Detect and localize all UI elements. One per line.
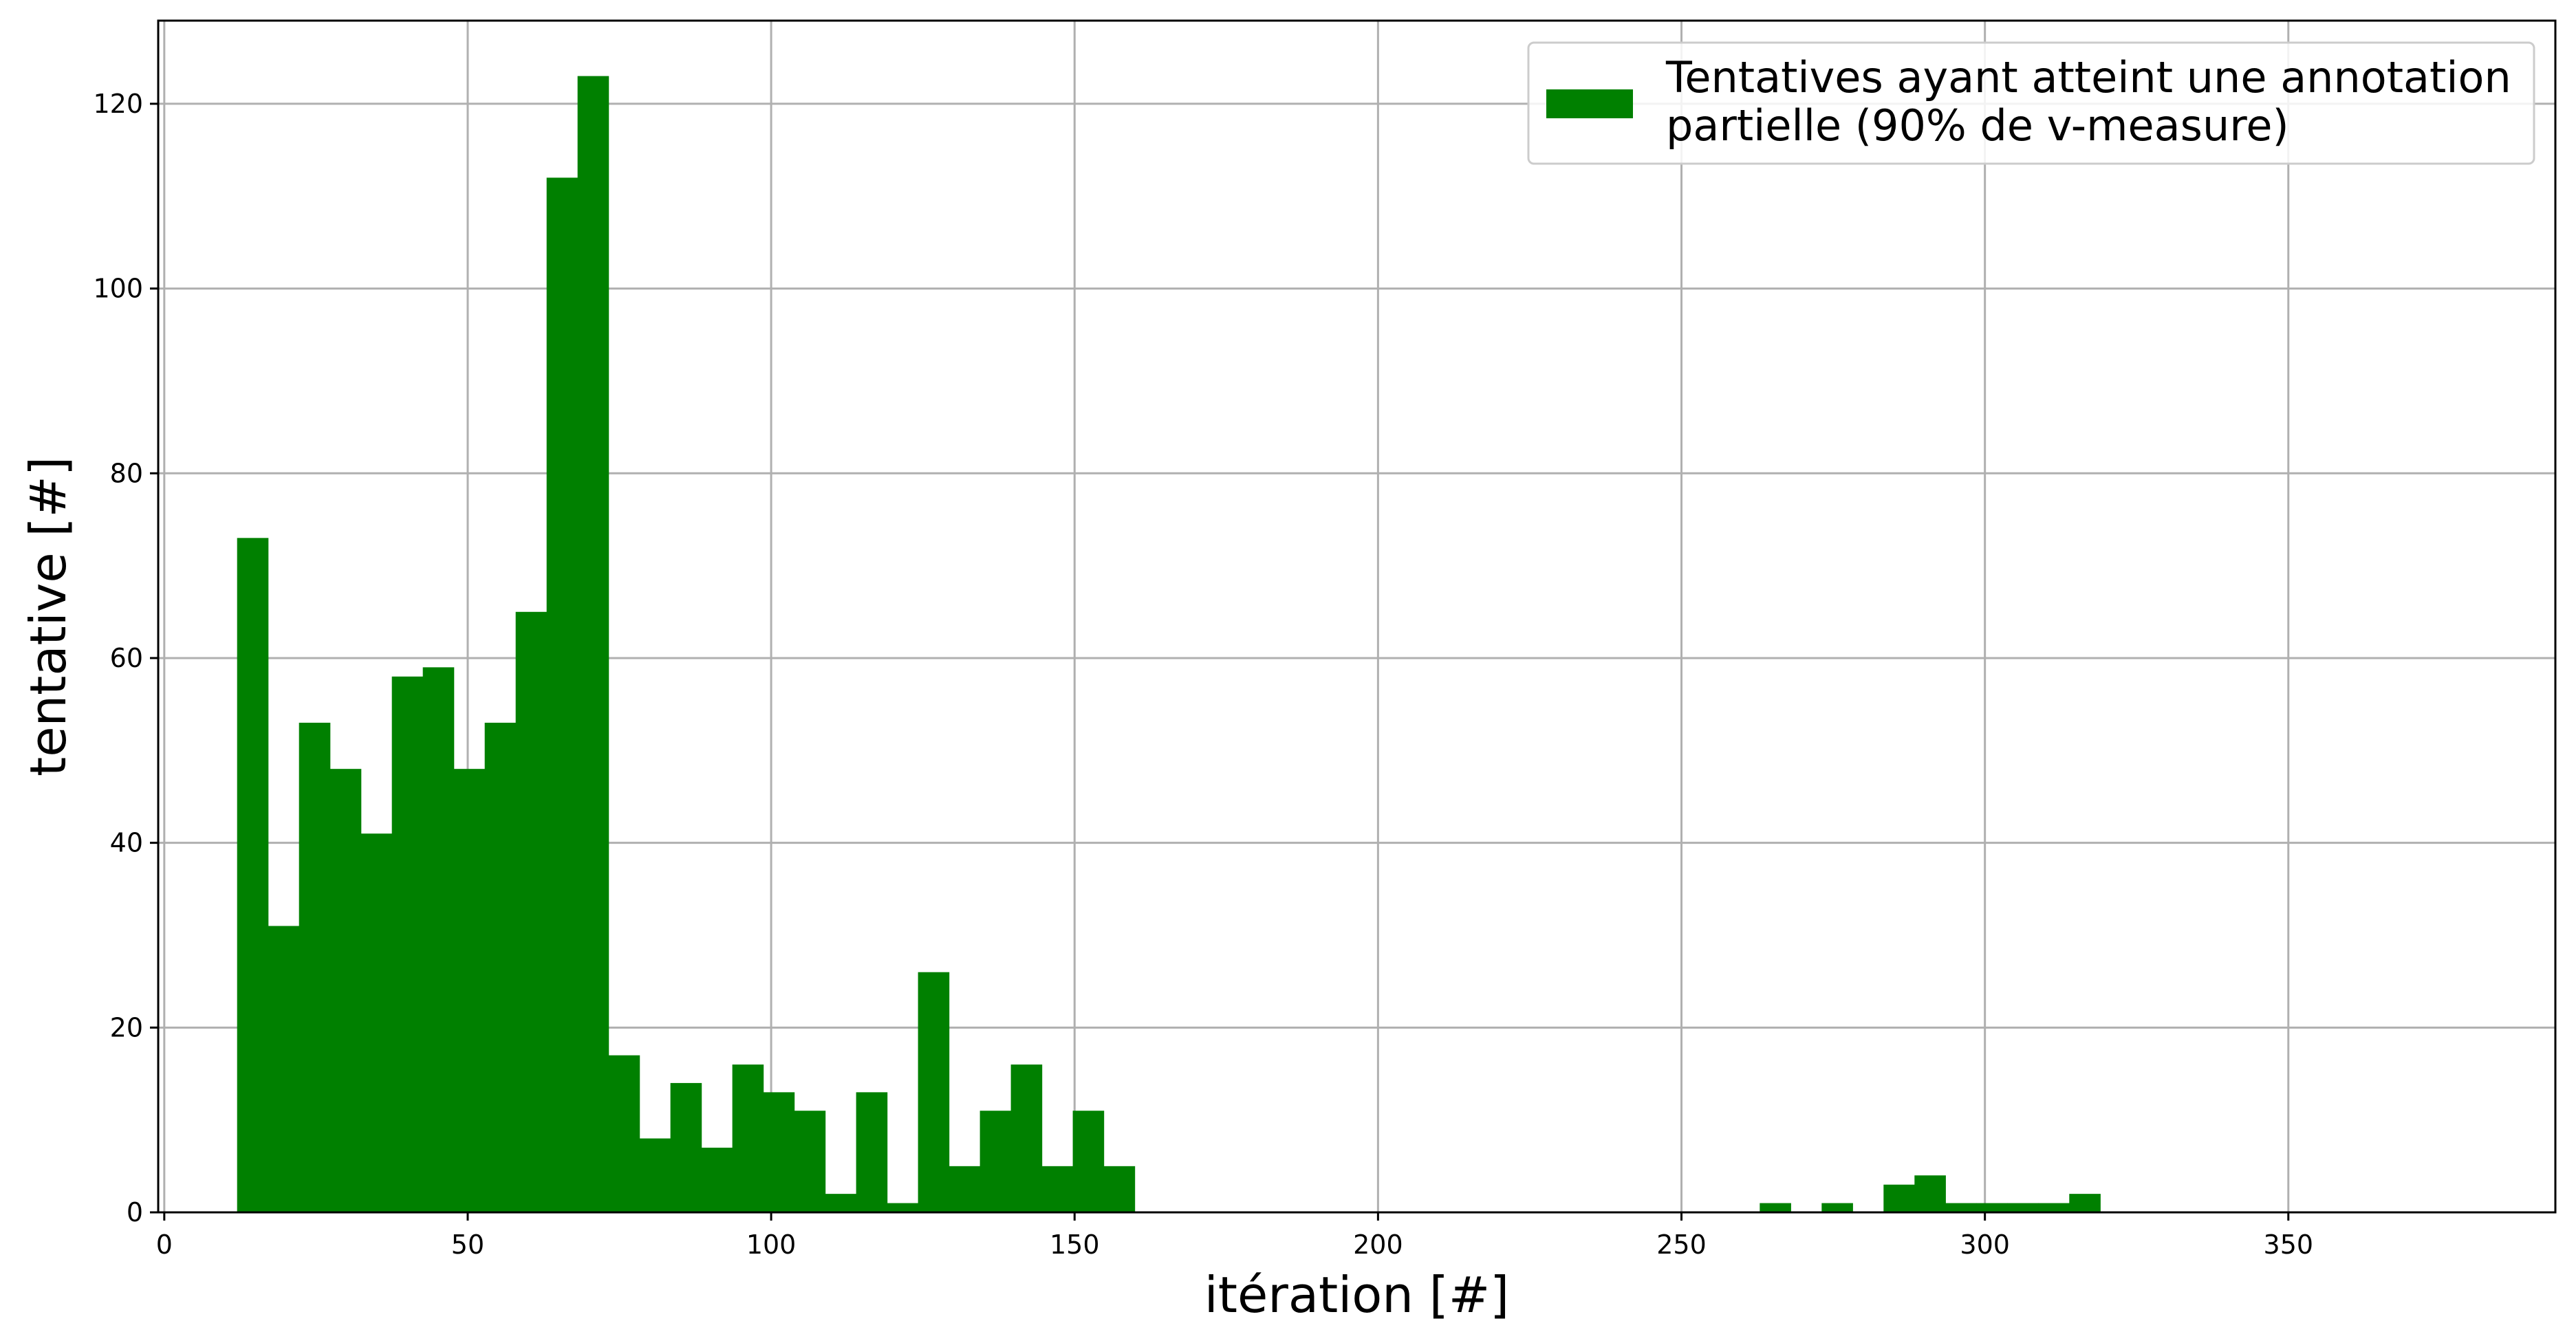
x-tick-label: 100: [746, 1230, 797, 1260]
histogram-bar: [1945, 1203, 1977, 1212]
histogram-bar: [1010, 1064, 1043, 1212]
histogram-bar: [1760, 1203, 1791, 1212]
histogram-bar: [825, 1194, 857, 1212]
x-tick-label: 300: [1960, 1230, 2010, 1260]
histogram-bar: [1041, 1166, 1074, 1212]
histogram-bar: [1883, 1184, 1915, 1212]
y-axis-title: tentative [#]: [19, 457, 77, 776]
histogram-bar: [732, 1064, 764, 1212]
histogram-bar: [329, 769, 362, 1212]
histogram-bar: [360, 833, 393, 1212]
x-axis-title: itération [#]: [1204, 1266, 1510, 1324]
y-tick-label: 100: [93, 274, 143, 304]
histogram-bar: [299, 722, 331, 1212]
histogram-bar: [237, 538, 269, 1212]
histogram-bar: [608, 1055, 640, 1212]
histogram-bar: [763, 1092, 795, 1212]
histogram-bar: [1103, 1166, 1136, 1212]
histogram-bars: [237, 76, 2101, 1213]
histogram-bar: [639, 1138, 671, 1212]
legend-label-line-1: Tentatives ayant atteint une annotation: [1665, 52, 2511, 102]
x-tick-label: 50: [451, 1230, 484, 1260]
y-tick-label: 0: [127, 1197, 143, 1227]
histogram-bar: [2069, 1194, 2101, 1212]
legend: Tentatives ayant atteint une annotation …: [1527, 41, 2535, 165]
legend-box: [1527, 41, 2535, 165]
histogram-bar: [515, 611, 548, 1212]
histogram-bar: [918, 972, 950, 1212]
histogram-bar: [453, 769, 486, 1212]
x-tick-label: 150: [1050, 1230, 1100, 1260]
y-tick-label: 80: [110, 458, 143, 488]
histogram-bar: [670, 1082, 702, 1212]
x-tick-label: 0: [156, 1230, 173, 1260]
y-tick-label: 120: [93, 89, 143, 119]
histogram-bar: [268, 926, 300, 1212]
histogram-bar: [887, 1203, 919, 1212]
histogram-bar: [577, 76, 609, 1213]
axes: 0 50 100 150 200 250 300 350 0 20 40 60 80 100 120: [93, 89, 2313, 1260]
histogram-bar: [1821, 1203, 1853, 1212]
legend-label-line-2: partielle (90% de v-measure): [1666, 100, 2289, 151]
histogram-bar: [1072, 1111, 1105, 1212]
x-tick-label: 200: [1353, 1230, 1403, 1260]
histogram-bar: [979, 1111, 1012, 1212]
histogram-bar: [701, 1147, 733, 1212]
histogram-bar: [1914, 1175, 1946, 1212]
histogram-bar: [2007, 1203, 2039, 1212]
legend-swatch: [1546, 89, 1633, 118]
y-tick-label: 40: [110, 828, 143, 858]
histogram-bar: [2038, 1203, 2070, 1212]
histogram-bar: [391, 676, 424, 1212]
x-tick-label: 250: [1656, 1230, 1707, 1260]
histogram-bar: [856, 1092, 888, 1212]
x-tick-label: 350: [2264, 1230, 2314, 1260]
histogram-bar: [794, 1111, 826, 1212]
y-tick-label: 60: [110, 643, 143, 673]
histogram-bar: [1976, 1203, 2008, 1212]
plot-frame: [157, 19, 2557, 1214]
histogram-bar: [949, 1166, 981, 1212]
histogram-bar: [546, 177, 578, 1212]
histogram-bar: [484, 722, 517, 1212]
y-tick-label: 20: [110, 1012, 143, 1042]
histogram-bar: [422, 667, 455, 1212]
